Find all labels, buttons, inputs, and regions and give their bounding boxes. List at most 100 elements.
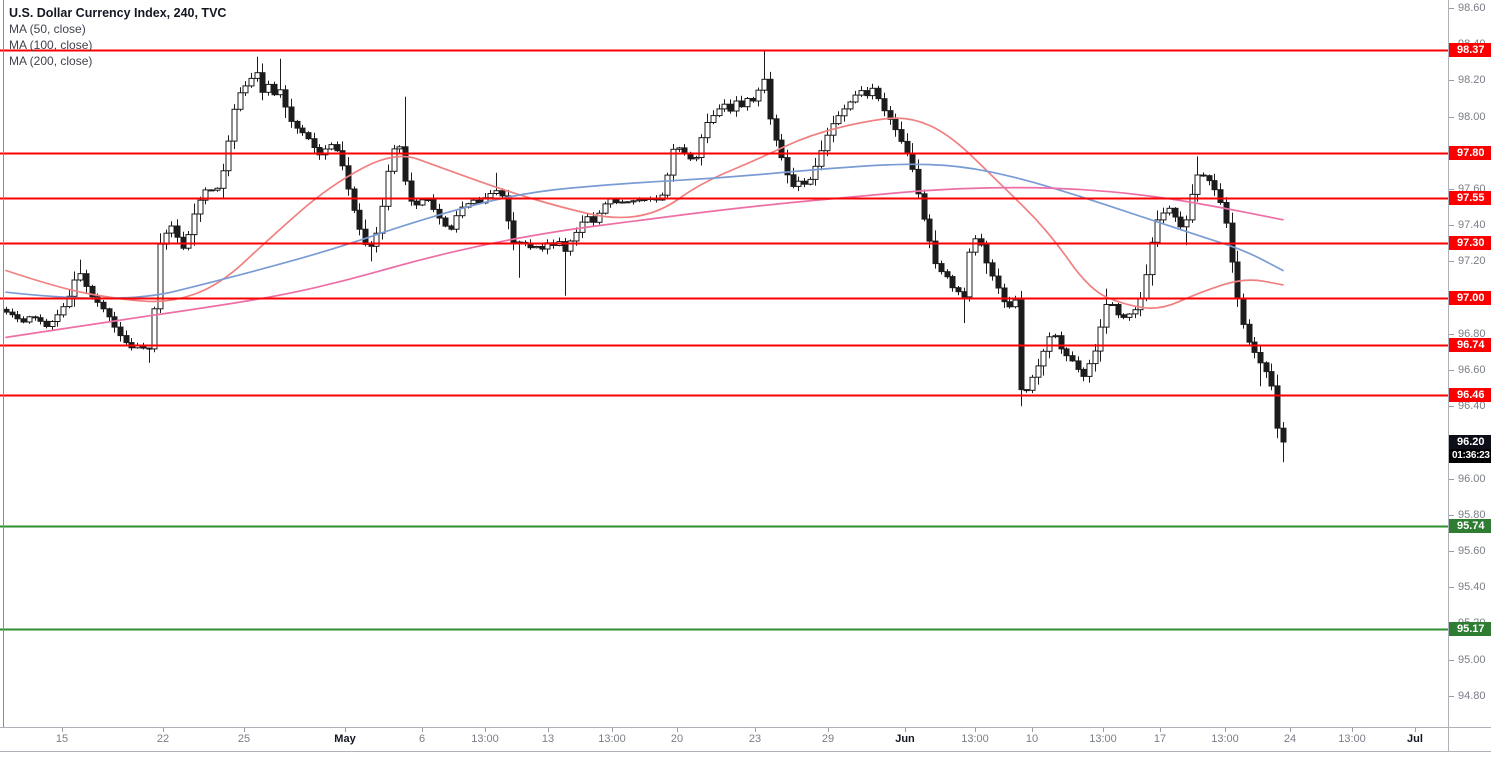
y-axis-tick — [1449, 370, 1454, 371]
y-axis-label: 98.60 — [1458, 2, 1486, 14]
ma-line-ma100[interactable] — [5, 163, 1284, 300]
time-axis[interactable]: 15 22 25 May 6 13:00 13 13:00 20 23 29 Jun 13:00 10 13… — [0, 727, 1491, 752]
candle-down — [1080, 368, 1087, 377]
candle-up — [721, 103, 728, 110]
legend-ma50-row[interactable]: MA (50, close) — [9, 22, 86, 36]
candle-down — [14, 314, 21, 320]
candle-down — [271, 83, 278, 96]
candle-up — [869, 87, 876, 97]
level-price-label: 97.55 — [1449, 191, 1491, 205]
x-axis-tick — [62, 728, 63, 732]
candle-down — [995, 275, 1002, 289]
ma-lines — [5, 117, 1284, 339]
candle-up — [533, 246, 540, 249]
candle-up — [824, 134, 831, 152]
x-axis-label: 13:00 — [961, 733, 989, 745]
y-axis-tick — [1449, 189, 1454, 190]
candle-down — [887, 110, 894, 120]
horizontal-level-lines[interactable] — [0, 49, 1448, 631]
candle-down — [1217, 189, 1224, 203]
candle-up — [1160, 212, 1167, 221]
candle-down — [20, 318, 27, 323]
candle-down — [881, 98, 888, 112]
candle-up — [202, 189, 209, 201]
ma-line-ma50[interactable] — [5, 117, 1284, 310]
candle-down — [106, 308, 113, 318]
plot-area[interactable] — [0, 0, 1448, 727]
candle-down — [288, 106, 295, 122]
y-axis-label: 95.40 — [1458, 581, 1486, 593]
symbol-title[interactable]: U.S. Dollar Currency Index, 240, TVC — [9, 6, 227, 20]
candle-up — [220, 170, 227, 189]
candle-up — [1086, 363, 1093, 377]
y-axis-label: 98.00 — [1458, 111, 1486, 123]
level-price-label: 97.00 — [1449, 291, 1491, 305]
candle-up — [1097, 326, 1104, 352]
candle-down — [1172, 207, 1179, 218]
candle-down — [1200, 174, 1207, 177]
x-axis-tick — [548, 728, 549, 732]
y-axis-tick — [1449, 551, 1454, 552]
candle-up — [493, 190, 500, 194]
candle-up — [755, 89, 762, 102]
candle-up — [231, 108, 238, 142]
x-axis-tick — [975, 728, 976, 732]
last-price-label: 96.20 — [1449, 435, 1491, 449]
candle-down — [505, 195, 512, 222]
candle-down — [864, 90, 871, 97]
candle-down — [1023, 389, 1030, 392]
candle-up — [1149, 241, 1156, 276]
candle-up — [242, 85, 249, 94]
candle-down — [892, 118, 899, 131]
candle-up — [373, 232, 380, 247]
candle-up — [453, 215, 460, 230]
level-price-label: 98.37 — [1449, 43, 1491, 57]
candle-up — [185, 234, 192, 249]
candle-up — [624, 201, 631, 204]
y-axis-label: 97.40 — [1458, 219, 1486, 231]
candle-up — [26, 316, 33, 323]
candle-down — [402, 146, 409, 182]
candle-down — [3, 308, 10, 313]
candle-down — [89, 285, 96, 298]
candle-down — [590, 216, 597, 223]
candle-down — [43, 320, 50, 327]
price-axis[interactable]: 98.6098.4098.2098.0097.8097.6097.4097.20… — [1448, 0, 1491, 727]
candle-down — [1058, 335, 1065, 350]
candle-up — [818, 150, 825, 167]
candle-down — [1274, 385, 1281, 429]
candle-up — [1103, 304, 1110, 328]
candle-up — [71, 279, 78, 297]
candle-up — [966, 251, 973, 298]
candle-up — [60, 306, 67, 316]
candle-down — [1063, 348, 1070, 357]
candle-down — [681, 147, 688, 154]
candle-up — [379, 205, 386, 234]
legend-ma100-row[interactable]: MA (100, close) — [9, 38, 93, 52]
candle-up — [385, 170, 392, 207]
x-axis-label: 13 — [541, 733, 555, 745]
x-axis-tick — [828, 728, 829, 732]
y-axis-label: 96.80 — [1458, 328, 1486, 340]
x-axis-tick — [422, 728, 423, 732]
x-axis-label: 25 — [237, 733, 251, 745]
candle-up — [619, 201, 626, 204]
x-axis-tick — [1103, 728, 1104, 732]
candle-up — [1092, 350, 1099, 365]
candle-up — [168, 225, 175, 234]
candle-down — [259, 72, 266, 93]
x-axis-label-major: Jul — [1407, 733, 1423, 745]
x-axis-tick — [485, 728, 486, 732]
candle-up — [602, 203, 609, 214]
legend-ma200-row[interactable]: MA (200, close) — [9, 54, 93, 68]
candle-up — [1166, 207, 1173, 214]
candle-down — [174, 225, 181, 238]
candle-down — [955, 287, 962, 293]
level-price-label: 96.74 — [1449, 338, 1491, 352]
candle-up — [807, 178, 814, 185]
y-axis-tick — [1449, 696, 1454, 697]
candle-down — [898, 129, 905, 142]
candle-up — [54, 314, 61, 322]
candle-down — [989, 262, 996, 277]
